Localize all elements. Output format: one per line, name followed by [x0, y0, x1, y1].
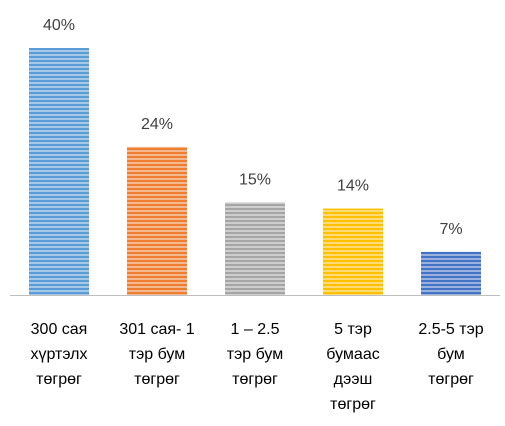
category-label-4: 5 тэр бумаас дээш төгрөг	[326, 321, 379, 413]
category-label-line: 300 сая	[31, 321, 88, 338]
category-label-line: хүртэлх	[30, 346, 87, 363]
category-label-line: дээш	[334, 371, 373, 388]
bar-5	[421, 251, 481, 295]
category-label-line: төгрөг	[428, 371, 474, 388]
bar-3	[225, 202, 285, 295]
category-label-line: 2.5-5 тэр	[418, 321, 483, 338]
category-label-line: төгрөг	[232, 371, 278, 388]
category-labels-group: 300 сая хүртэлх төгрөг 301 сая- 1 тэр бум төг…	[30, 321, 483, 413]
bar-2	[127, 146, 187, 295]
data-label-3: 15%	[239, 171, 271, 188]
data-label-4: 14%	[337, 178, 369, 195]
category-label-2: 301 сая- 1 тэр бум төгрөг	[119, 321, 194, 388]
category-label-3: 1 – 2.5 тэр бум төгрөг	[227, 321, 283, 388]
category-label-line: 1 – 2.5	[231, 321, 280, 338]
category-label-line: төгрөг	[134, 371, 180, 388]
data-label-1: 40%	[43, 17, 75, 34]
category-label-line: тэр бум	[129, 346, 185, 363]
bar-4	[323, 208, 383, 295]
data-label-5: 7%	[439, 221, 462, 238]
bars-group	[29, 48, 481, 295]
category-label-line: төгрөг	[36, 371, 82, 388]
bar-1	[29, 48, 89, 295]
category-label-line: бумаас	[326, 346, 379, 363]
category-label-line: 301 сая- 1	[119, 321, 194, 338]
data-labels-group: 40% 24% 15% 14% 7%	[43, 17, 463, 238]
category-label-1: 300 сая хүртэлх төгрөг	[30, 321, 87, 388]
category-label-5: 2.5-5 тэр бум төгрөг	[418, 321, 483, 388]
data-label-2: 24%	[141, 116, 173, 133]
category-label-line: 5 тэр	[334, 321, 372, 338]
category-label-line: төгрөг	[330, 396, 376, 413]
category-label-line: бум	[437, 346, 465, 363]
category-label-line: тэр бум	[227, 346, 283, 363]
